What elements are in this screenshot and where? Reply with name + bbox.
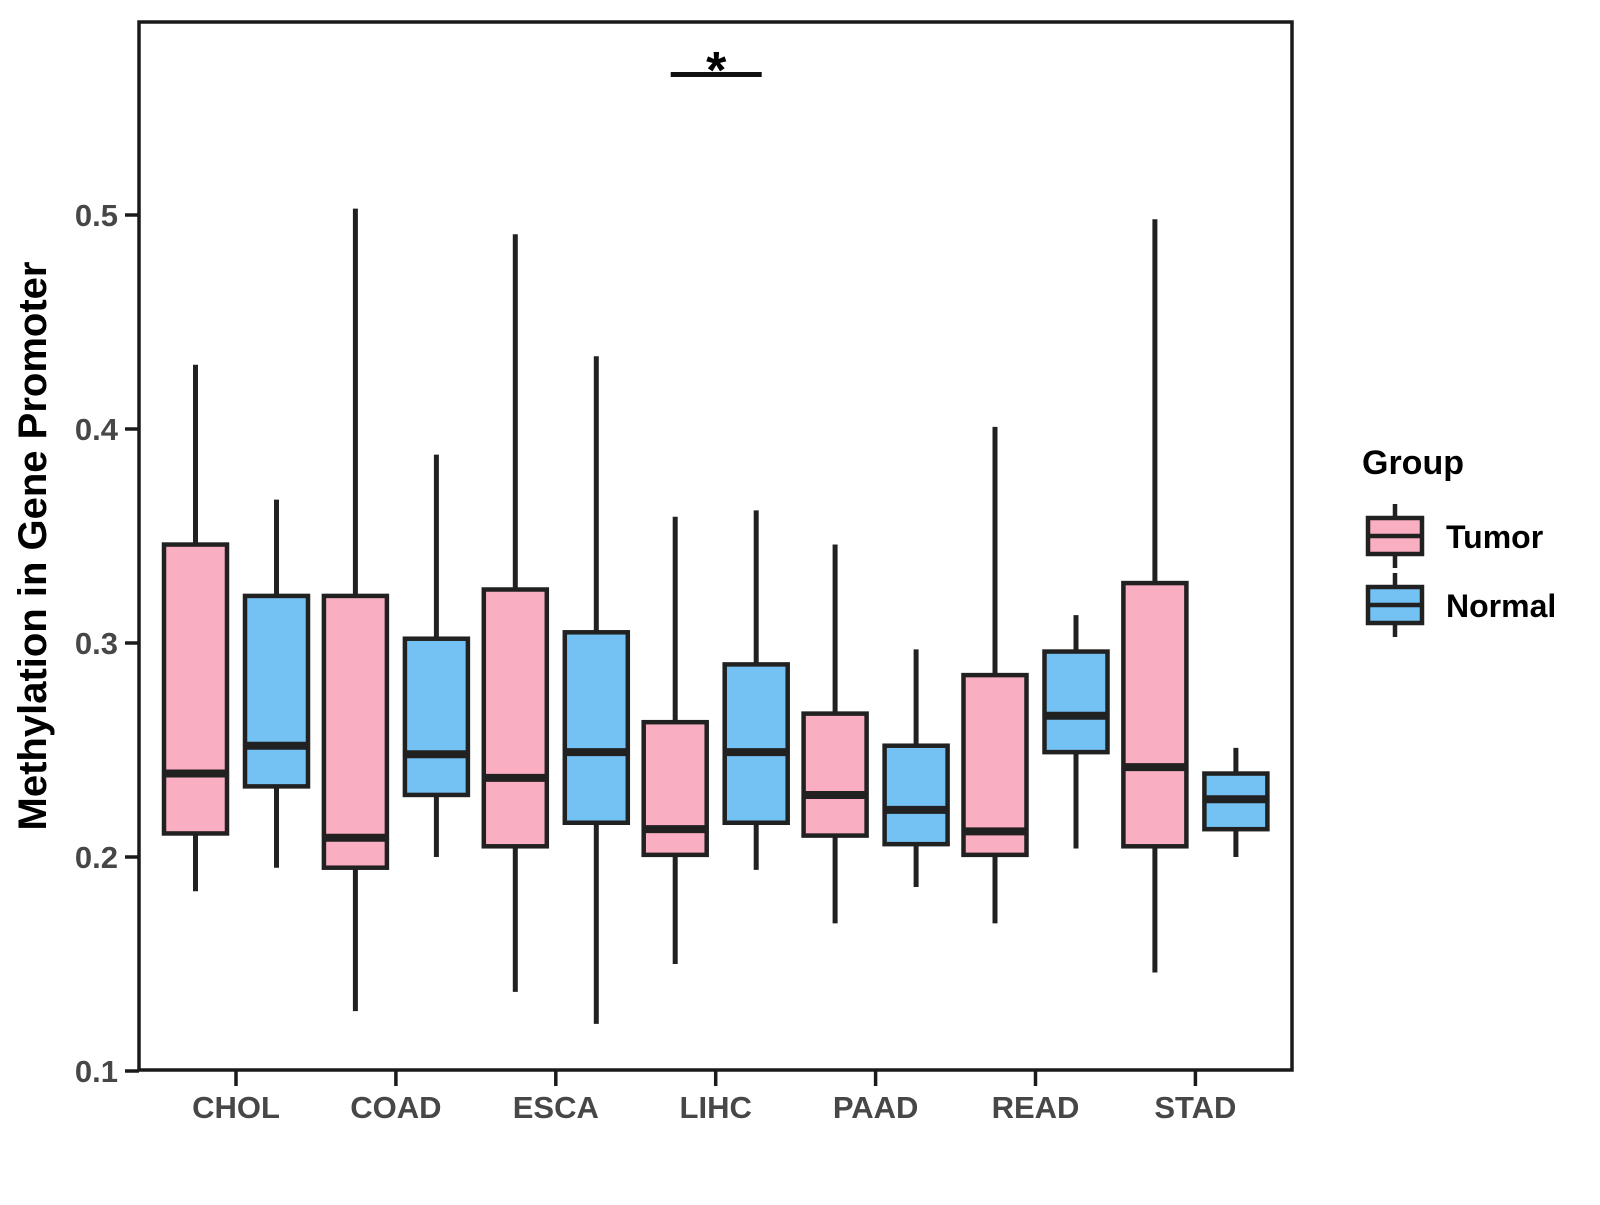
box-lihc-normal [722,662,790,826]
y-tick-label: 0.4 [75,412,119,447]
x-tick-label-paad: PAAD [833,1090,919,1125]
x-tick-label-chol: CHOL [192,1090,280,1125]
x-tick-label-lihc: LIHC [680,1090,752,1125]
plot-panel-border [137,20,1294,1072]
box-paad-normal [882,743,950,847]
box-coad-tumor [321,593,390,870]
x-tick-label-stad: STAD [1154,1090,1236,1125]
box-lihc-tumor [641,719,709,858]
box-stad-tumor [1121,580,1189,849]
y-axis-title: Methylation in Gene Promoter [11,262,55,831]
y-tick-label: 0.1 [75,1054,118,1089]
x-tick-label-read: READ [992,1090,1080,1125]
box-esca-normal [562,630,631,826]
legend-label-tumor: Tumor [1446,519,1543,555]
significance-annotation: * [670,42,762,100]
plot-layer: 0.1 0.2 0.3 0.4 0.5 CHOL COAD ESCA LIHC PAAD READ S… [75,198,1270,1125]
box-coad-normal [402,636,471,798]
box-chol-normal [242,593,311,789]
y-tick-label: 0.3 [75,626,118,661]
box-read-normal [1042,649,1110,755]
box-esca-tumor [481,587,550,849]
box-chol-tumor [161,542,230,836]
legend-key-normal: Normal [1365,573,1556,637]
box-read-tumor [961,672,1029,858]
x-tick-label-esca: ESCA [513,1090,599,1125]
legend: Group Tumor Normal [1362,444,1556,637]
y-tick-label: 0.5 [75,198,118,233]
box-paad-tumor [801,711,869,838]
x-tick-label-coad: COAD [350,1090,441,1125]
significance-star: * [706,42,727,100]
legend-label-normal: Normal [1446,588,1556,624]
legend-key-tumor: Tumor [1365,504,1543,568]
y-tick-label: 0.2 [75,840,118,875]
legend-title: Group [1362,444,1464,482]
